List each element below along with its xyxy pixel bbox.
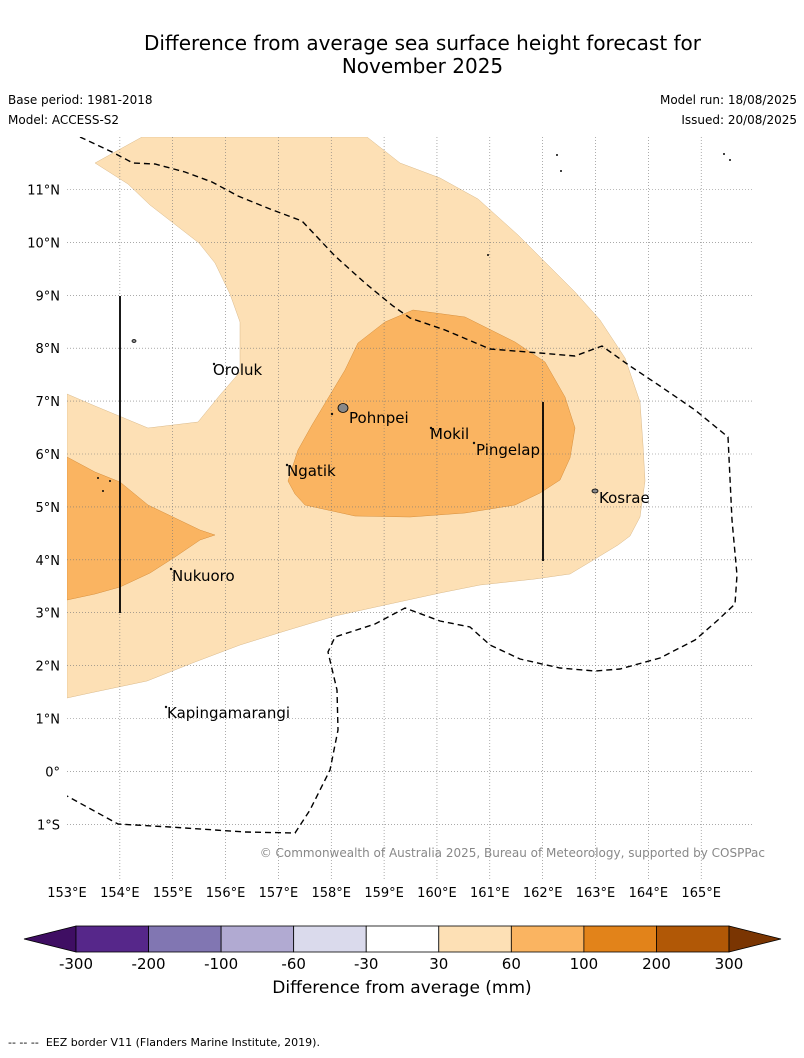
- colorbar-tick: -300: [59, 955, 93, 973]
- islet-8: [97, 476, 100, 479]
- colorbar-tick: -60: [281, 955, 306, 973]
- lat-label: 0°: [45, 765, 60, 780]
- eez-border-north: [67, 137, 738, 834]
- lon-label: 155°E: [153, 886, 193, 901]
- contour-60-100-west: [67, 456, 216, 601]
- lat-label: 6°N: [36, 448, 61, 463]
- eez-legend: -- -- -- EEZ border V11 (Flanders Marine…: [8, 1036, 320, 1049]
- title-line-1: Difference from average sea surface heig…: [143, 31, 702, 55]
- lon-label: 154°E: [100, 886, 140, 901]
- colorbar-extend-high: [728, 925, 782, 953]
- colorbar-segment: [75, 925, 149, 953]
- title-line-2: November 2025: [341, 54, 504, 78]
- islet-14: [729, 158, 732, 161]
- colorbar-tick: 200: [642, 955, 671, 973]
- colorbar-tick: -30: [354, 955, 379, 973]
- issued-date: Issued: 20/08/2025: [681, 113, 797, 127]
- eez-legend-text: EEZ border V11 (Flanders Marine Institut…: [45, 1036, 320, 1049]
- lat-label: 2°N: [36, 660, 61, 675]
- lon-label: 158°E: [311, 886, 351, 901]
- longitude-labels: 153°E 154°E 155°E 156°E 157°E 158°E 159°E 160°E…: [47, 886, 721, 901]
- islet-5: [285, 463, 289, 467]
- contour-60-100-central: [287, 309, 576, 518]
- region-bars: [119, 296, 544, 613]
- islands: [97, 152, 732, 709]
- islet-15: [486, 253, 489, 256]
- model-label: Model: ACCESS-S2: [8, 113, 120, 127]
- pohnpei-island: [337, 403, 349, 413]
- lon-label: 156°E: [206, 886, 246, 901]
- lat-label: 7°N: [36, 395, 61, 410]
- lat-label: 9°N: [36, 289, 61, 304]
- colorbar-segment: [148, 925, 222, 953]
- lat-label: 1°S: [37, 818, 60, 833]
- lon-label: 162°E: [523, 886, 563, 901]
- island-west-small: [131, 339, 137, 343]
- lat-label: 1°N: [36, 713, 61, 728]
- colorbar-segment: [583, 925, 657, 953]
- place-ngatik: Ngatik: [287, 462, 336, 480]
- lat-label: 4°N: [36, 554, 61, 569]
- lon-label: 164°E: [629, 886, 669, 901]
- islet-2: [330, 412, 334, 416]
- eez-legend-symbol: -- -- --: [8, 1036, 39, 1049]
- colorbar-segment: [365, 925, 440, 953]
- lat-label: 3°N: [36, 607, 61, 622]
- lon-label: 160°E: [417, 886, 457, 901]
- lon-label: 165°E: [681, 886, 721, 901]
- colorbar-tick: 60: [502, 955, 521, 973]
- place-oroluk: Oroluk: [213, 361, 262, 379]
- colorbar-tick: 100: [570, 955, 599, 973]
- latitude-labels: 11°N 10°N 9°N 8°N 7°N 6°N 5°N 4°N 3°N 2°N 1°N 0° 1°S: [27, 184, 60, 834]
- lat-label: 5°N: [36, 501, 61, 516]
- place-pingelap: Pingelap: [476, 441, 540, 459]
- lon-label: 161°E: [470, 886, 510, 901]
- colorbar-extend-low: [23, 925, 77, 953]
- colorbar-segment: [293, 925, 367, 953]
- islet-7: [164, 705, 168, 709]
- colorbar-label: Difference from average (mm): [272, 978, 532, 998]
- colorbar-segment: [510, 925, 585, 953]
- lon-label: 153°E: [47, 886, 87, 901]
- place-kapingamarangi: Kapingamarangi: [167, 704, 290, 722]
- lat-label: 11°N: [27, 184, 60, 199]
- copyright-text: © Commonwealth of Australia 2025, Bureau…: [260, 846, 765, 860]
- base-period: Base period: 1981-2018: [8, 93, 153, 107]
- islet-4: [472, 441, 476, 445]
- islet-12: [560, 169, 563, 172]
- place-pohnpei: Pohnpei: [349, 409, 409, 427]
- colorbar-tick: -100: [204, 955, 238, 973]
- lon-label: 163°E: [576, 886, 616, 901]
- lat-label: 8°N: [36, 342, 61, 357]
- islet-3: [429, 426, 433, 430]
- lon-label: 157°E: [259, 886, 299, 901]
- graticule: [67, 137, 754, 880]
- islet-13: [723, 152, 726, 155]
- colorbar: -300 -200 -100 -60 -30 30 60 100 200 300: [23, 925, 782, 973]
- islet-11: [556, 153, 559, 156]
- place-labels: Oroluk Pohnpei Mokil Pingelap Ngatik Kos…: [167, 361, 650, 722]
- lon-label: 159°E: [364, 886, 404, 901]
- colorbar-tick: 30: [429, 955, 448, 973]
- islet-6: [169, 567, 173, 571]
- kosrae-island: [591, 488, 599, 494]
- islet-1: [212, 362, 216, 366]
- colorbar-tick: -200: [132, 955, 166, 973]
- lat-label: 10°N: [27, 236, 60, 251]
- anomaly-fill: [67, 137, 646, 699]
- islet-10: [102, 489, 105, 492]
- place-nukuoro: Nukuoro: [172, 567, 235, 585]
- model-run: Model run: 18/08/2025: [659, 93, 797, 107]
- eez-border: [67, 137, 738, 834]
- place-mokil: Mokil: [430, 425, 469, 443]
- colorbar-tick: 300: [715, 955, 744, 973]
- islet-9: [109, 479, 112, 482]
- place-kosrae: Kosrae: [599, 489, 650, 507]
- colorbar-segment: [220, 925, 295, 953]
- chart-title: Difference from average sea surface heig…: [0, 32, 804, 78]
- colorbar-segment: [656, 925, 730, 953]
- colorbar-segment: [438, 925, 512, 953]
